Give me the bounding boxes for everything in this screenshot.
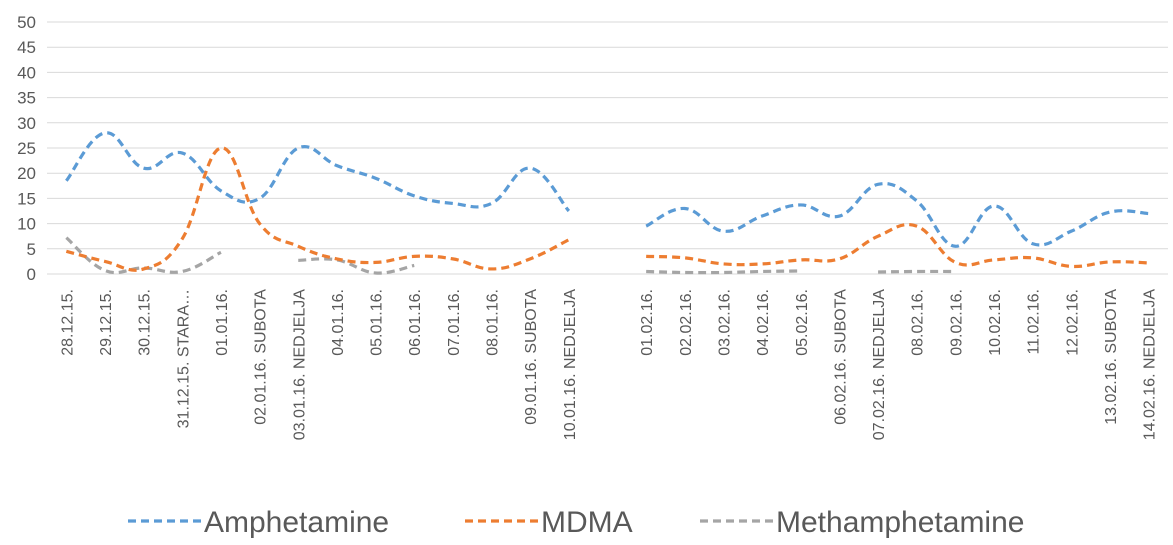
x-tick-label: 04.01.16. xyxy=(330,289,347,356)
x-tick-label: 09.01.16. SUBOTA xyxy=(523,289,540,425)
x-tick-label: 10.01.16. NEDJELJA xyxy=(562,289,579,441)
x-tick-label: 05.02.16. xyxy=(794,289,811,356)
y-tick-label: 15 xyxy=(17,189,36,208)
legend-item-amphetamine: Amphetamine xyxy=(128,506,389,539)
gridlines xyxy=(47,21,1168,275)
legend-label: Amphetamine xyxy=(204,506,389,539)
x-tick-label: 06.01.16. xyxy=(407,289,424,356)
series-amphetamine xyxy=(65,131,1149,248)
y-axis-ticks: 0 5 10 15 20 25 30 35 40 45 50 xyxy=(17,13,36,284)
y-tick-label: 10 xyxy=(17,215,36,234)
x-tick-label: 11.02.16. xyxy=(1026,289,1043,355)
y-tick-label: 25 xyxy=(17,139,36,158)
y-tick-label: 30 xyxy=(17,114,36,133)
x-tick-label: 07.02.16. NEDJELJA xyxy=(871,289,888,441)
series-line-mdma xyxy=(65,146,570,272)
x-axis-ticks: 28.12.15. 29.12.15. 30.12.15. 31.12.15. STA… xyxy=(59,289,1158,441)
y-tick-label: 45 xyxy=(17,38,36,57)
legend-item-mdma: MDMA xyxy=(465,506,633,539)
x-tick-label: 04.02.16. xyxy=(755,289,772,356)
series-line-methamphetamine xyxy=(298,257,415,275)
x-tick-label: 01.02.16. xyxy=(639,289,656,356)
x-tick-label: 05.01.16. xyxy=(369,289,386,356)
y-tick-label: 40 xyxy=(17,63,36,82)
x-tick-label: 03.01.16. NEDJELJA xyxy=(291,289,308,441)
legend-label: Methamphetamine xyxy=(776,506,1024,539)
y-tick-label: 20 xyxy=(17,164,36,183)
x-tick-label: 28.12.15. xyxy=(59,289,76,356)
x-tick-label: 09.02.16. xyxy=(948,289,965,356)
series-line-methamphetamine xyxy=(878,269,956,274)
legend-item-methamphetamine: Methamphetamine xyxy=(700,506,1024,539)
legend: Amphetamine MDMA Methamphetamine xyxy=(128,506,1024,539)
x-tick-label: 03.02.16. xyxy=(716,289,733,356)
x-tick-label: 30.12.15. xyxy=(137,289,154,356)
y-tick-label: 0 xyxy=(27,265,36,284)
y-tick-label: 5 xyxy=(27,240,36,259)
series-line-amphetamine xyxy=(65,131,571,213)
x-tick-label: 29.12.15. xyxy=(98,289,115,356)
x-tick-label: 10.02.16. xyxy=(987,289,1004,356)
x-tick-label: 08.02.16. xyxy=(910,289,927,356)
series-mdma xyxy=(65,146,1149,272)
x-tick-label: 12.02.16. xyxy=(1064,289,1081,356)
x-tick-label: 02.02.16. xyxy=(678,289,695,356)
x-tick-label: 02.01.16. SUBOTA xyxy=(253,289,270,425)
x-tick-label: 08.01.16. xyxy=(485,289,502,356)
y-tick-label: 50 xyxy=(17,13,36,32)
series-line-methamphetamine xyxy=(65,236,222,275)
x-tick-label: 13.02.16. SUBOTA xyxy=(1103,289,1120,425)
x-tick-label: 06.02.16. SUBOTA xyxy=(832,289,849,425)
series-methamphetamine xyxy=(65,236,956,275)
legend-label: MDMA xyxy=(541,506,633,539)
x-tick-label: 14.02.16. NEDJELJA xyxy=(1142,289,1159,441)
series-line-amphetamine xyxy=(645,182,1149,248)
x-tick-label: 01.01.16. xyxy=(214,289,231,356)
y-tick-label: 35 xyxy=(17,89,36,108)
series-lines xyxy=(65,131,1149,275)
x-tick-label: 31.12.15. STARA… xyxy=(175,289,192,428)
series-line-methamphetamine xyxy=(646,269,801,275)
series-line-mdma xyxy=(646,222,1149,269)
x-tick-label: 07.01.16. xyxy=(446,289,463,356)
